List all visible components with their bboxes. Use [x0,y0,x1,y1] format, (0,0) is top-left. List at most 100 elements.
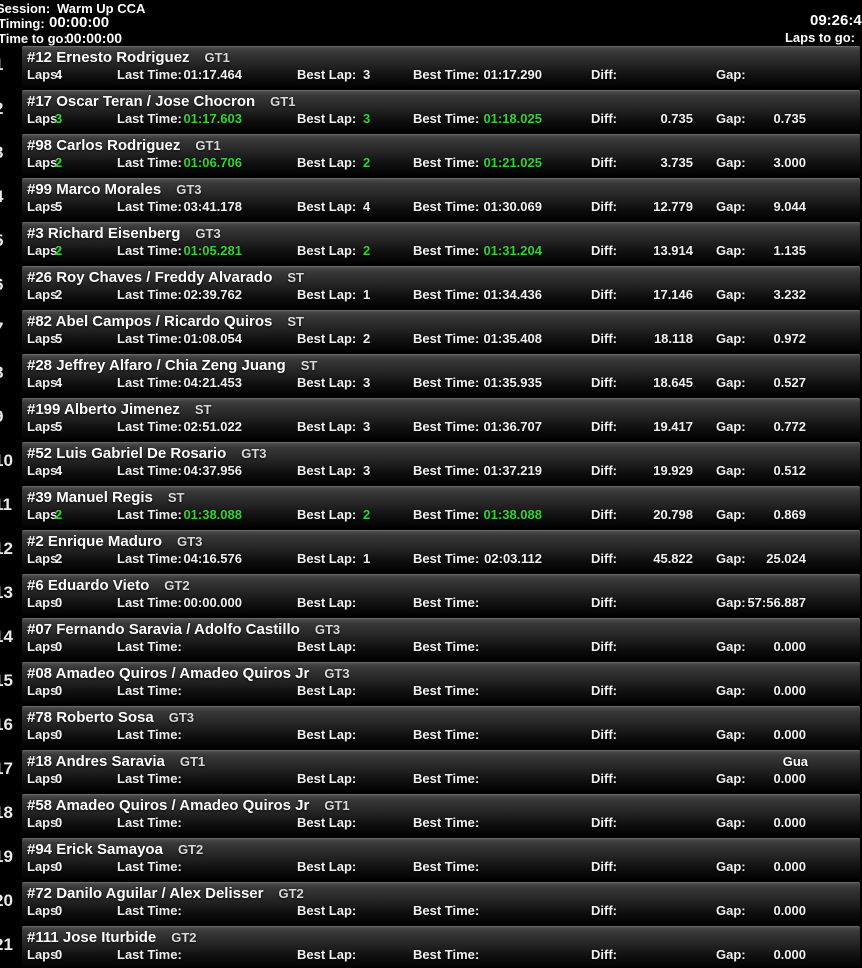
car-number-and-driver: #3 Richard Eisenberg GT3 [27,225,221,242]
entry-bar: #12 Ernesto Rodriguez GT1 Laps: 4 Last Ti… [22,46,860,86]
last-time-value: 00:00.000 [183,595,242,610]
laps-value: 5 [55,331,63,346]
entry-bar: #98 Carlos Rodriguez GT1 Laps: 2 Last Tim… [22,134,860,174]
laps-label: Laps: [27,419,62,434]
entry-bar: #111 Jose Iturbide GT2 Laps: 0 Last Time:… [22,926,860,966]
diff-label: Diff: [591,111,617,126]
best-time-label: Best Time: [413,419,480,434]
last-time-value: 03:41.178 [183,199,242,214]
gap-label: Gap: [716,243,746,258]
last-time-label: Last Time: [117,199,182,214]
best-lap-value: 2 [363,243,371,258]
car-number-and-driver: #78 Roberto Sosa GT3 [27,709,195,726]
best-lap-value: 1 [363,551,371,566]
laps-value: 0 [55,771,63,786]
class-badge: GT3 [168,710,195,725]
standings-row[interactable]: 20 #72 Danilo Aguilar / Alex DelisserGT2… [0,880,862,924]
class-badge: GT3 [177,534,203,549]
last-time-value: 01:17.603 [183,111,242,126]
position-number: 16 [0,715,13,734]
entry-bar: #52 Luis Gabriel De Rosario GT3 Laps: 4 L… [22,442,860,482]
last-time-value: 04:37.956 [183,463,242,478]
best-lap-label: Best Lap: [297,111,357,126]
laps-value: 0 [55,639,63,654]
best-time-value: 01:18.025 [483,111,542,126]
standings-row[interactable]: 18 #58 Amadeo Quiros / Amadeo Quiros JrG… [0,792,862,836]
position-number: 2 [0,99,24,119]
session-name: Warm Up CCA [57,1,146,16]
last-time-label: Last Time: [117,463,182,478]
position-number: 20 [0,891,13,910]
diff-label: Diff: [591,507,617,522]
gap-label: Gap: [716,815,746,830]
gap-value: 0.000 [773,815,806,830]
position-number: 13 [0,583,13,602]
class-badge: GT2 [171,930,197,945]
standings-row[interactable]: 14 #07 Fernando Saravia / Adolfo Castill… [0,616,862,660]
laps-value: 0 [55,683,63,698]
best-time-label: Best Time: [413,375,480,390]
last-time-label: Last Time: [117,859,182,874]
laps-value: 0 [55,903,63,918]
best-lap-value: 2 [363,331,371,346]
entry-bar: #26 Roy Chaves / Freddy Alvarado ST Laps:… [22,266,860,306]
laps-label: Laps: [27,155,62,170]
position-number: 5 [0,231,24,251]
gap-value: 0.000 [773,771,806,786]
gap-value: 0.000 [773,903,806,918]
laps-value: 5 [55,199,63,214]
best-time-label: Best Time: [413,771,480,786]
standings-row[interactable]: 15 #08 Amadeo Quiros / Amadeo Quiros JrG… [0,660,862,704]
gap-label: Gap: [716,639,746,654]
laps-label: Laps: [27,859,62,874]
gap-value: 0.772 [773,419,806,434]
best-lap-label: Best Lap: [297,331,357,346]
position-number: 10 [0,451,13,470]
gap-label: Gap: [716,859,746,874]
car-number-and-driver: #12 Ernesto Rodriguez GT1 [27,49,230,66]
car-number-and-driver: #111 Jose Iturbide GT2 [27,929,197,946]
best-time-label: Best Time: [413,243,480,258]
class-badge: ST [194,402,212,417]
best-time-label: Best Time: [413,155,480,170]
diff-label: Diff: [591,463,617,478]
diff-label: Diff: [591,199,617,214]
gap-label: Gap: [716,375,746,390]
car-number-and-driver: #08 Amadeo Quiros / Amadeo Quiros Jr GT3 [27,665,350,682]
car-number-and-driver: #58 Amadeo Quiros / Amadeo Quiros Jr GT1 [27,797,350,814]
class-badge: GT3 [176,182,202,197]
diff-value: 17.146 [653,287,693,302]
standings-row[interactable]: 8 #28 Jeffrey Alfaro / Chia Zeng JuangST… [0,352,862,396]
car-number-and-driver: #17 Oscar Teran / Jose Chocron GT1 [27,93,296,110]
entry-bar: #58 Amadeo Quiros / Amadeo Quiros Jr GT1 … [22,794,860,834]
best-lap-value: 3 [363,375,371,390]
last-time-value: 04:16.576 [183,551,242,566]
time-to-go-value: 00:00:00 [66,30,123,46]
best-lap-label: Best Lap: [297,639,357,654]
best-time-value: 01:34.436 [483,287,542,302]
gap-label: Gap: [716,595,746,610]
car-number-and-driver: #99 Marco Morales GT3 [27,181,202,198]
gap-label: Gap: [716,67,746,82]
best-time-label: Best Time: [413,551,480,566]
best-time-value: 01:36.707 [483,419,542,434]
best-time-value: 01:35.935 [483,375,542,390]
gap-label: Gap: [716,903,746,918]
diff-label: Diff: [591,551,617,566]
